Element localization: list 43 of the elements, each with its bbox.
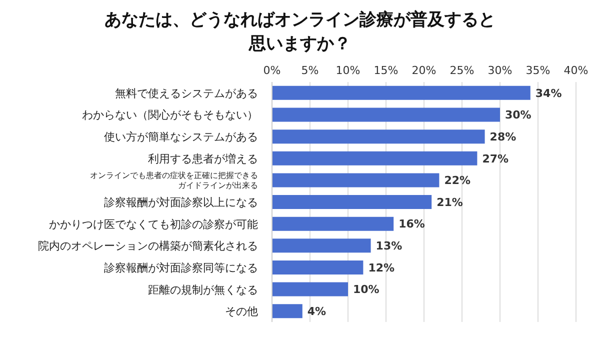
x-tick-label: 40% bbox=[564, 64, 588, 77]
bar bbox=[272, 151, 478, 166]
x-tick-label: 25% bbox=[450, 64, 474, 77]
bar bbox=[272, 216, 394, 231]
y-tick-label: 距離の規制が無くなる bbox=[148, 282, 258, 296]
y-tick-label: 利用する患者が増える bbox=[148, 152, 258, 165]
x-tick-label: 0% bbox=[263, 64, 281, 77]
bar bbox=[272, 304, 302, 318]
x-tick-label: 30% bbox=[488, 64, 512, 77]
bar bbox=[272, 86, 530, 100]
data-label: 12% bbox=[368, 261, 395, 274]
data-label: 16% bbox=[398, 218, 425, 231]
y-tick-label: 院内のオペレーションの構築が簡素化される bbox=[38, 239, 258, 252]
data-label: 13% bbox=[376, 240, 402, 253]
bar bbox=[272, 282, 348, 296]
bar bbox=[272, 195, 432, 210]
data-label: 28% bbox=[490, 130, 516, 144]
data-label: 30% bbox=[505, 108, 532, 122]
x-tick-label: 10% bbox=[336, 64, 360, 77]
data-label: 34% bbox=[535, 86, 562, 100]
bar bbox=[272, 108, 500, 122]
chart-title: あなたは、どうなればオンライン診療が普及すると思いますか？ bbox=[104, 9, 496, 56]
y-tick-label: かかりつけ医でなくても初診の診察が可能 bbox=[49, 217, 258, 230]
x-tick-label: 15% bbox=[374, 64, 398, 77]
data-label: 22% bbox=[444, 174, 471, 188]
y-tick-label: 診察報酬が対面診察以上になる bbox=[104, 196, 258, 208]
y-tick-label: わからない（関心がそもそもない） bbox=[82, 108, 258, 122]
data-label: 27% bbox=[482, 152, 509, 166]
x-tick-label: 5% bbox=[301, 64, 319, 77]
bar bbox=[272, 238, 371, 253]
y-tick-label: 無料で使えるシステムがある bbox=[115, 86, 258, 100]
bar bbox=[272, 260, 364, 274]
data-label: 4% bbox=[307, 305, 326, 318]
x-tick-label: 20% bbox=[412, 64, 436, 77]
bar bbox=[272, 130, 485, 144]
y-tick-label: その他 bbox=[225, 304, 258, 318]
y-tick-label: オンラインでも患者の症状を正確に把握できるガイドラインが出来る bbox=[90, 170, 258, 190]
bar bbox=[272, 173, 440, 188]
data-label: 21% bbox=[436, 196, 463, 209]
y-tick-label: 診察報酬が対面診察同等になる bbox=[104, 260, 258, 274]
data-label: 10% bbox=[353, 283, 380, 296]
y-tick-label: 使い方が簡単なシステムがある bbox=[104, 130, 258, 144]
x-tick-label: 35% bbox=[526, 64, 550, 77]
